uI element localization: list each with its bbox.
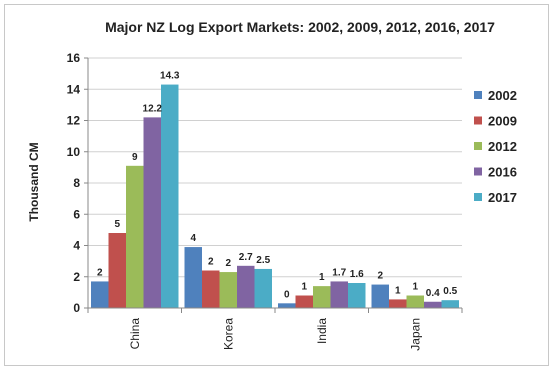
- y-axis-label: Thousand CM: [27, 142, 41, 221]
- data-label: 2: [225, 258, 231, 269]
- data-label: 12.2: [143, 103, 163, 114]
- bar-2016-china: [143, 117, 161, 308]
- bar-2012-india: [313, 286, 331, 308]
- axes: [87, 58, 463, 313]
- data-label: 14.3: [160, 71, 180, 82]
- chart-title: Major NZ Log Export Markets: 2002, 2009,…: [105, 19, 495, 35]
- data-label: 0.4: [426, 288, 440, 299]
- data-label: 0.5: [443, 286, 457, 297]
- category-labels: China Korea India Japan: [128, 318, 423, 351]
- bar-2002-japan: [371, 284, 389, 308]
- data-label: 2: [208, 257, 214, 268]
- data-label: 2.5: [256, 255, 270, 266]
- bar-2017-india: [348, 283, 366, 308]
- data-label: 2.7: [239, 252, 253, 263]
- bar-2002-india: [278, 303, 296, 308]
- y-tick-label: 16: [67, 51, 81, 65]
- data-label: 1: [319, 272, 325, 283]
- bar-2009-japan: [389, 299, 407, 308]
- bar-2002-china: [91, 281, 109, 308]
- y-tick-label: 4: [73, 239, 80, 253]
- y-tick-label: 12: [67, 114, 81, 128]
- category-label-japan: Japan: [408, 318, 422, 351]
- bar-2009-india: [295, 295, 313, 308]
- y-tick-label: 2: [73, 270, 80, 284]
- bar-2017-korea: [254, 268, 272, 308]
- y-tick-label: 6: [73, 207, 80, 221]
- legend-label-2017: 2017: [488, 190, 517, 205]
- legend-swatch-2016: [474, 167, 482, 176]
- legend-swatch-2012: [474, 142, 482, 150]
- bar-2012-japan: [406, 295, 424, 308]
- data-label: 1.6: [350, 269, 364, 280]
- data-label: 0: [284, 289, 290, 300]
- bar-2009-korea: [202, 270, 220, 308]
- legend-label-2009: 2009: [488, 114, 517, 129]
- data-label: 2: [377, 271, 383, 282]
- bar-2017-japan: [441, 300, 459, 308]
- bar-2016-india: [330, 281, 348, 308]
- y-tick-label: 8: [73, 176, 80, 190]
- bar-2002-korea: [184, 247, 202, 308]
- y-axis-ticks: 0 2 4 6 8 10 12 14 16: [67, 51, 88, 315]
- data-label: 1: [412, 282, 418, 293]
- data-label: 9: [132, 152, 138, 163]
- data-label: 1.7: [332, 267, 346, 278]
- bar-2017-china: [161, 84, 179, 308]
- legend-label-2012: 2012: [488, 139, 517, 154]
- data-label: 5: [114, 219, 120, 230]
- legend-swatch-2002: [474, 91, 482, 99]
- bars: [91, 84, 459, 308]
- data-label: 4: [190, 233, 196, 244]
- legend-swatch-2017: [474, 193, 482, 201]
- bar-2012-korea: [219, 272, 237, 308]
- bar-2012-china: [126, 165, 144, 308]
- legend-label-2016: 2016: [488, 165, 517, 180]
- y-tick-label: 14: [67, 82, 81, 96]
- bar-2009-china: [108, 233, 126, 308]
- legend-label-2002: 2002: [488, 88, 517, 103]
- y-tick-label: 0: [73, 301, 80, 315]
- data-label: 2: [97, 267, 103, 278]
- bar-2016-japan: [424, 301, 442, 308]
- y-tick-label: 10: [67, 145, 81, 159]
- legend: 2002 2009 2012 2016 2017: [474, 88, 517, 205]
- bar-2016-korea: [237, 265, 255, 308]
- data-label: 1: [395, 285, 401, 296]
- data-label: 1: [301, 282, 307, 293]
- category-label-china: China: [128, 318, 142, 350]
- legend-swatch-2009: [474, 116, 482, 125]
- category-label-korea: Korea: [221, 318, 235, 350]
- category-label-india: India: [315, 318, 329, 344]
